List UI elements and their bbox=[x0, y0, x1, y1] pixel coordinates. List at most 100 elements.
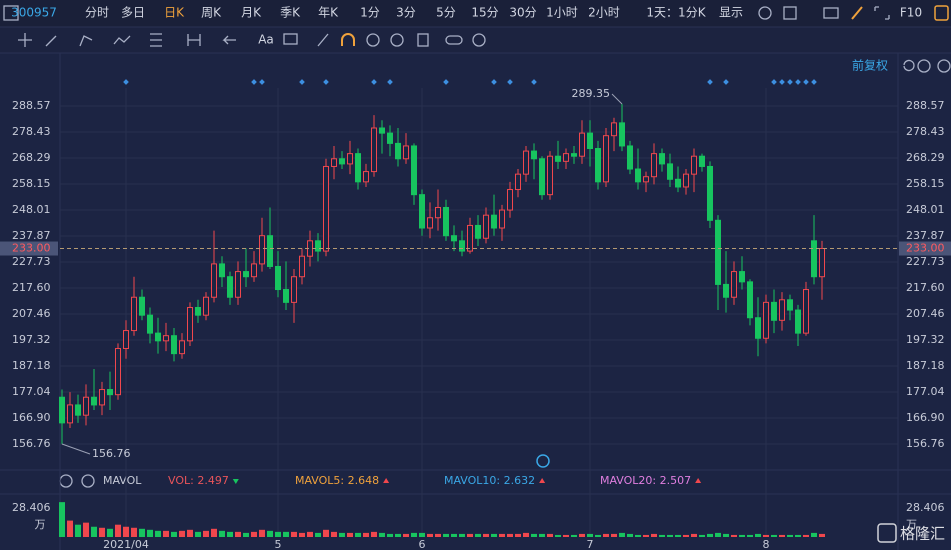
lock-tool[interactable] bbox=[366, 33, 380, 47]
event-marker[interactable] bbox=[299, 79, 305, 85]
last-price-box bbox=[899, 241, 951, 256]
volume-bar bbox=[275, 531, 281, 537]
period-tab[interactable]: 多日 bbox=[121, 6, 145, 20]
reset-button[interactable] bbox=[536, 454, 550, 468]
period-tab[interactable]: 30分 bbox=[509, 6, 536, 20]
indicator-close[interactable] bbox=[81, 474, 95, 488]
period-tab[interactable]: 分时 bbox=[85, 6, 109, 20]
candle-body bbox=[459, 240, 465, 252]
y-tick-label: 248.01 bbox=[906, 203, 945, 216]
undo-button[interactable] bbox=[903, 59, 915, 72]
event-marker[interactable] bbox=[123, 79, 129, 85]
volume-bar bbox=[235, 531, 241, 537]
event-marker[interactable] bbox=[723, 79, 729, 85]
volume-bar bbox=[259, 529, 265, 537]
wave-tool[interactable] bbox=[113, 35, 131, 45]
event-marker[interactable] bbox=[787, 79, 793, 85]
candle-body bbox=[779, 299, 785, 321]
camera-button[interactable] bbox=[823, 7, 839, 19]
window-icon[interactable] bbox=[3, 5, 19, 21]
pen-tool[interactable] bbox=[317, 33, 329, 47]
period-tab[interactable]: 周K bbox=[201, 6, 222, 20]
event-marker[interactable] bbox=[803, 79, 809, 85]
period-tab[interactable]: 显示 bbox=[719, 6, 743, 20]
period-tab[interactable]: 季K bbox=[280, 6, 301, 20]
candle-body bbox=[771, 301, 777, 321]
panel-button[interactable] bbox=[934, 5, 949, 21]
arrow-tool[interactable] bbox=[222, 35, 236, 45]
period-tab[interactable]: 月K bbox=[241, 6, 262, 20]
candle-body bbox=[755, 317, 761, 339]
event-marker[interactable] bbox=[251, 79, 257, 85]
event-marker[interactable] bbox=[771, 79, 777, 85]
event-marker[interactable] bbox=[811, 79, 817, 85]
period-tab[interactable]: 5分 bbox=[436, 6, 456, 20]
volume-bar bbox=[675, 534, 681, 537]
candle-body bbox=[579, 132, 585, 157]
candle-body bbox=[235, 271, 241, 298]
settings-button[interactable] bbox=[758, 6, 772, 20]
event-marker[interactable] bbox=[323, 79, 329, 85]
font-tool[interactable]: Aa bbox=[258, 33, 274, 47]
period-tab[interactable]: 1小时 bbox=[546, 6, 578, 20]
adjust-mode[interactable]: 前复权 bbox=[852, 58, 888, 73]
event-marker[interactable] bbox=[443, 79, 449, 85]
period-tab[interactable]: 1分 bbox=[360, 6, 380, 20]
volume-bar bbox=[315, 532, 321, 537]
volume-bar bbox=[779, 534, 785, 537]
stock-code[interactable]: 300957 bbox=[11, 6, 57, 20]
channel-tool[interactable] bbox=[79, 35, 93, 47]
y-tick-label: 177.04 bbox=[906, 385, 945, 398]
period-tab[interactable]: 日K bbox=[164, 6, 185, 20]
event-marker[interactable] bbox=[259, 79, 265, 85]
magnet-tool[interactable] bbox=[341, 33, 355, 46]
volume-bar bbox=[491, 533, 497, 537]
f10-button[interactable]: F10 bbox=[900, 6, 922, 20]
candle-body bbox=[59, 396, 65, 424]
volume-bar bbox=[187, 529, 193, 537]
event-marker[interactable] bbox=[371, 79, 377, 85]
zoom-out-button[interactable] bbox=[917, 59, 931, 73]
volume-bar bbox=[347, 532, 353, 537]
volume-bar bbox=[723, 533, 729, 537]
period-tab[interactable]: 1天：1分K bbox=[646, 6, 706, 20]
measure-tool[interactable] bbox=[187, 34, 201, 46]
fullscreen-button[interactable] bbox=[874, 6, 890, 20]
period-tab[interactable]: 15分 bbox=[471, 6, 498, 20]
pen-button[interactable] bbox=[851, 6, 863, 20]
volume-bar bbox=[691, 533, 697, 537]
volume-bar bbox=[403, 533, 409, 537]
volume-bar bbox=[635, 534, 641, 537]
fib-tool[interactable] bbox=[150, 33, 162, 47]
volume-bar bbox=[747, 534, 753, 537]
event-marker[interactable] bbox=[531, 79, 537, 85]
link-tool[interactable] bbox=[445, 35, 463, 45]
volume-bar bbox=[795, 534, 801, 537]
hide-tool[interactable] bbox=[390, 33, 404, 47]
event-marker[interactable] bbox=[507, 79, 513, 85]
checkbox[interactable] bbox=[783, 6, 797, 20]
event-marker[interactable] bbox=[779, 79, 785, 85]
indicator-name[interactable]: MAVOL bbox=[103, 474, 142, 487]
candle-body bbox=[283, 289, 289, 303]
event-marker[interactable] bbox=[795, 79, 801, 85]
line-tool[interactable] bbox=[45, 35, 57, 47]
event-marker[interactable] bbox=[387, 79, 393, 85]
zoom-in-button[interactable] bbox=[937, 59, 951, 73]
x-tick-label: 8 bbox=[763, 538, 770, 550]
period-tab[interactable]: 年K bbox=[318, 6, 339, 20]
event-marker[interactable] bbox=[707, 79, 713, 85]
delete-tool[interactable] bbox=[417, 33, 429, 47]
move-tool[interactable] bbox=[18, 33, 32, 47]
candle-body bbox=[555, 155, 561, 162]
period-tab[interactable]: 3分 bbox=[396, 6, 416, 20]
event-marker[interactable] bbox=[491, 79, 497, 85]
y-tick-label: 288.57 bbox=[906, 99, 945, 112]
note-tool[interactable] bbox=[283, 33, 298, 45]
period-tab[interactable]: 2小时 bbox=[588, 6, 620, 20]
volume-bar bbox=[219, 530, 225, 537]
candle-body bbox=[595, 148, 601, 183]
settings-tool[interactable] bbox=[472, 33, 486, 47]
volume-bar bbox=[355, 532, 361, 537]
